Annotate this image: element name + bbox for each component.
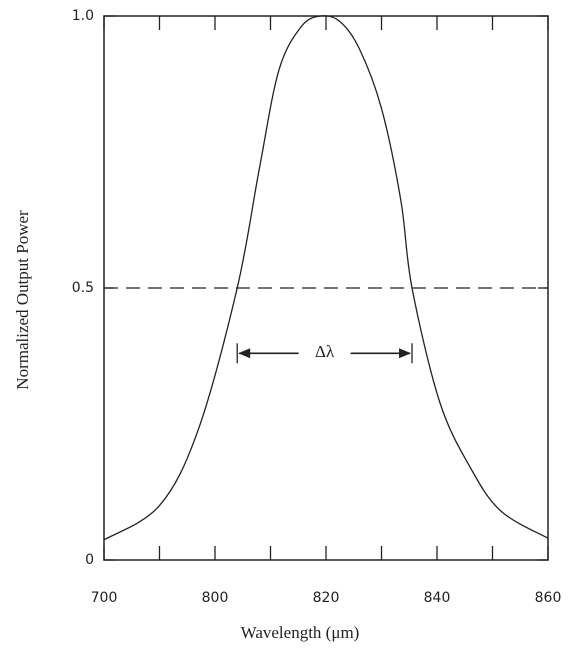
arrow-head-left	[238, 348, 251, 359]
y-tick-label: 1.0	[72, 8, 94, 24]
x-tick-label: 700	[91, 590, 118, 606]
y-axis-label: Normalized Output Power	[13, 210, 32, 390]
x-tick-label: 860	[535, 590, 562, 606]
x-tick-label: 820	[313, 590, 340, 606]
y-tick-label: 0.5	[72, 280, 94, 296]
arrow-head-right	[399, 348, 412, 359]
delta-lambda-label: Δλ	[315, 342, 335, 361]
y-tick-label: 0	[85, 552, 94, 568]
spectrum-line	[103, 15, 549, 541]
x-axis-label: Wavelength (μm)	[241, 623, 360, 642]
x-tick-label: 800	[202, 590, 229, 606]
x-tick-label: 840	[424, 590, 451, 606]
